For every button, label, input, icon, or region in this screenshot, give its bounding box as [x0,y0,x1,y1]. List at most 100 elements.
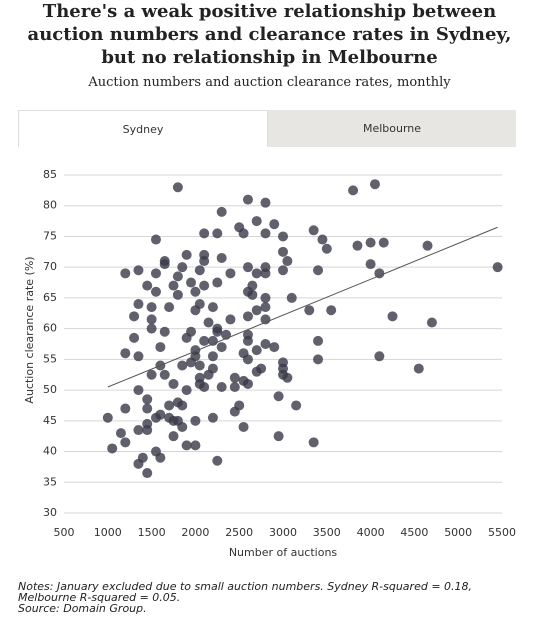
point [199,228,210,239]
point [159,259,170,270]
point [164,400,175,411]
point [313,265,324,276]
point [203,369,214,380]
point [308,225,319,236]
point [159,369,170,380]
point [308,437,319,448]
point [177,360,188,371]
point [142,468,153,479]
x-tick-label: 1500 [138,526,166,539]
point [164,302,175,313]
point [269,342,280,353]
point [120,403,131,414]
tab[interactable]: Melbourne [362,122,422,135]
y-tick-label: 50 [43,383,57,396]
point [387,311,398,322]
y-tick-label: 80 [43,199,57,212]
point [378,237,389,248]
point [207,351,218,362]
point [260,228,271,239]
point [168,378,179,389]
point [181,332,192,343]
point [374,268,385,279]
point [142,394,153,405]
point [115,428,126,439]
notes: Notes: January excluded due to small auc… [18,581,523,614]
point [129,311,140,322]
point [225,314,236,325]
point [273,391,284,402]
point [260,339,271,349]
point [133,265,144,276]
tab-bar: Sydney Melbourne [18,110,516,147]
point [142,403,153,414]
point [269,219,280,230]
point [207,302,218,313]
point [238,421,249,432]
point [146,369,157,380]
trend-line [107,226,498,388]
point [102,412,113,423]
point [142,425,153,436]
point [242,335,253,346]
point [107,443,118,454]
point [168,280,179,291]
point [326,305,337,316]
point [142,280,153,291]
point [194,265,205,276]
point [133,458,144,469]
point [260,268,271,279]
point [286,292,297,303]
point [133,351,144,362]
point [426,317,437,328]
chart-title: There's a weak positive relationship bet… [27,1,512,68]
point [304,305,315,316]
point [212,323,223,334]
point [172,271,183,282]
tab[interactable]: Sydney [18,110,268,147]
point [492,262,503,273]
point [251,216,262,227]
point [413,363,424,374]
point [199,335,210,346]
point [251,305,262,316]
y-tick-label: 70 [43,260,57,273]
point [199,256,210,267]
y-axis-label: Auction clearance rate (%) [23,256,36,403]
point [186,277,197,288]
chart: Auction clearance rate (%) Number of auc… [23,168,516,559]
point [120,348,131,359]
point [260,302,271,313]
point [168,431,179,442]
point [273,431,284,442]
point [203,317,214,328]
point [374,351,385,362]
x-tick-label: 5500 [488,526,516,539]
point [199,382,210,393]
point [159,326,170,337]
point [238,228,249,239]
point [229,382,240,393]
point [155,342,166,353]
point [212,277,223,288]
point [352,240,363,251]
point [146,323,157,334]
point [242,262,253,273]
point [313,354,324,365]
point [181,440,192,451]
point [251,345,262,356]
point [348,185,359,196]
point [155,452,166,463]
point [190,286,201,297]
x-tick-label: 5000 [444,526,472,539]
point [256,363,267,374]
point [133,425,144,436]
point [282,256,293,267]
y-tick-label: 55 [43,352,57,365]
point [278,265,288,276]
point [150,268,161,279]
y-tick-label: 85 [43,168,57,181]
y-tick-label: 40 [43,445,57,458]
point [212,228,223,239]
